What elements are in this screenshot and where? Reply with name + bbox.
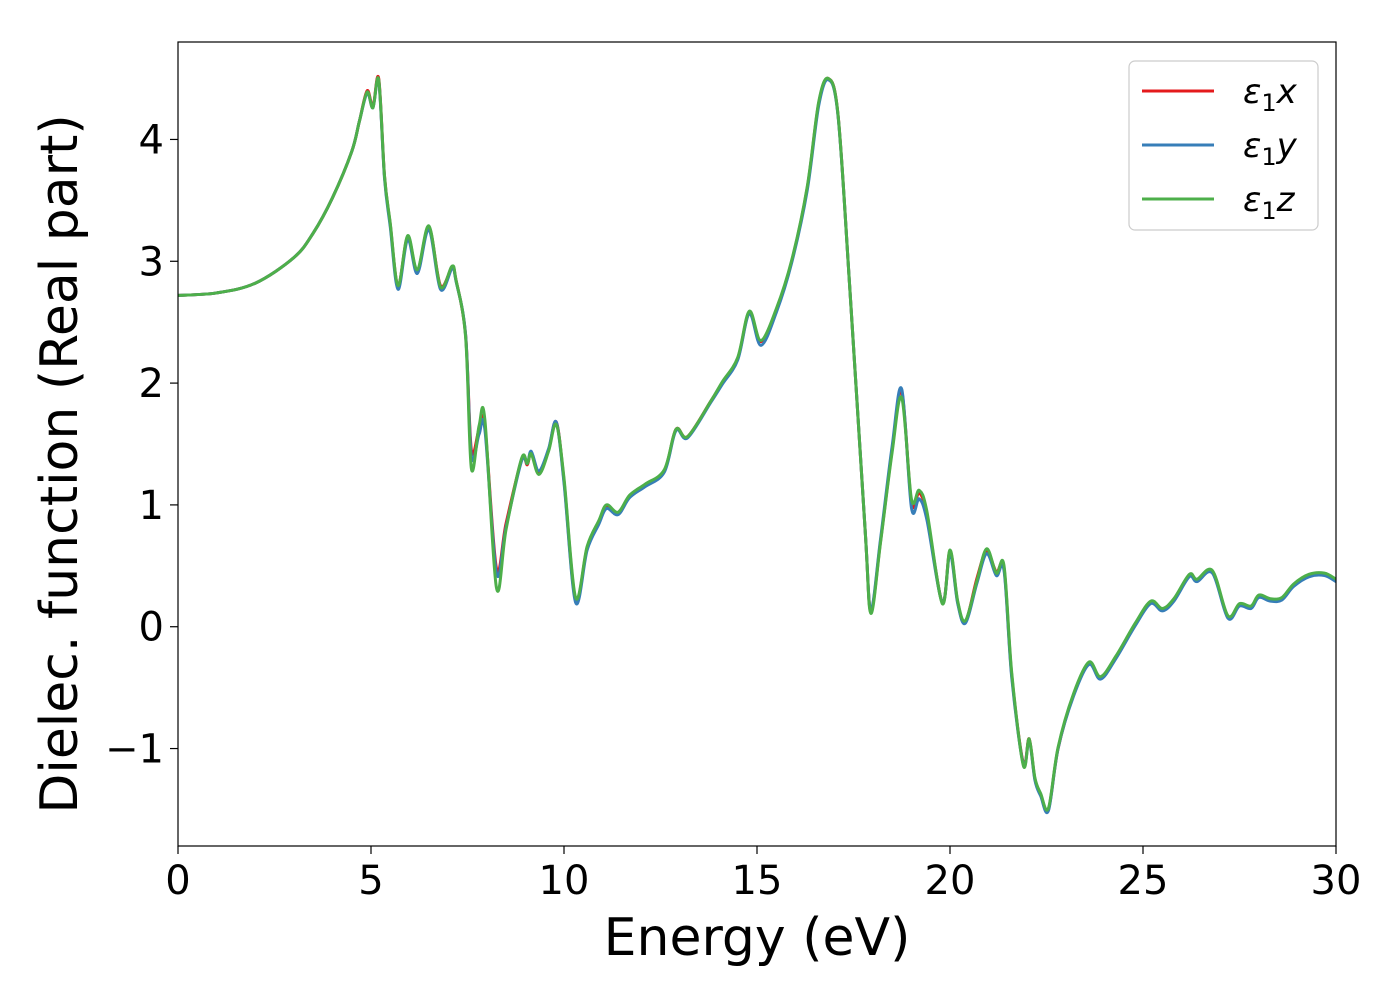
series-layer <box>178 74 1336 815</box>
x-tick-label: 10 <box>539 858 590 904</box>
x-tick-label: 30 <box>1311 858 1362 904</box>
x-tick-label: 25 <box>1118 858 1169 904</box>
y-tick-label: 1 <box>139 483 164 529</box>
y-tick-label: −1 <box>105 727 164 773</box>
legend-label-y: ε1y <box>1243 126 1298 171</box>
x-tick-label: 5 <box>358 858 383 904</box>
y-tick-label: 0 <box>139 605 164 651</box>
legend-label-z: ε1z <box>1243 180 1296 225</box>
x-tick-label: 0 <box>165 858 190 904</box>
x-tick-label: 15 <box>732 858 783 904</box>
x-axis-label: Energy (eV) <box>604 908 911 968</box>
y-tick-label: 3 <box>139 239 164 285</box>
legend-label-x: ε1x <box>1243 72 1298 117</box>
series-line-z <box>178 76 1336 812</box>
x-tick-label: 20 <box>925 858 976 904</box>
y-tick-label: 4 <box>139 117 164 163</box>
legend-box <box>1128 60 1319 231</box>
y-tick-label: 2 <box>139 361 164 407</box>
ticks-layer: 0 5 10 15 20 25 30 −1 0 1 2 3 4 <box>105 117 1361 904</box>
legend: ε1x ε1y ε1z <box>1128 60 1319 231</box>
y-axis-label: Dielec. function (Real part) <box>30 114 90 813</box>
